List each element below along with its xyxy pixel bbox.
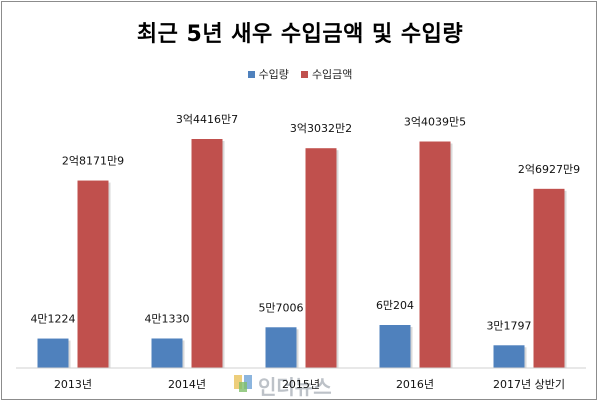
bar-import-amount	[305, 148, 337, 368]
data-label-import-amount: 3억3032만2	[290, 122, 352, 135]
data-label-import-amount: 3억4416만7	[176, 113, 238, 126]
bar-import-volume	[151, 338, 183, 368]
watermark-logo-icon	[234, 375, 252, 392]
bar-import-amount	[191, 139, 223, 368]
x-tick-label: 2013년	[54, 378, 92, 391]
x-tick-label: 2017년 상반기	[493, 378, 565, 391]
data-label-import-volume: 5만7006	[258, 301, 303, 314]
legend-label-import-volume: 수입량	[258, 68, 289, 81]
chart-legend: 수입량 수입금액	[2, 66, 598, 82]
bar-import-volume	[265, 327, 297, 368]
x-tick-label: 2015년	[282, 378, 320, 391]
bar-import-volume	[493, 345, 525, 368]
data-label-import-volume: 6만204	[376, 299, 414, 312]
legend-item-import-volume: 수입량	[247, 66, 289, 82]
legend-swatch-import-amount	[300, 70, 308, 78]
data-label-import-volume: 4만1330	[144, 312, 189, 325]
bar-import-amount	[77, 180, 109, 368]
x-tick-label: 2016년	[396, 378, 434, 391]
x-tick-label: 2014년	[168, 378, 206, 391]
legend-label-import-amount: 수입금액	[311, 68, 353, 81]
data-label-import-amount: 2억6927만9	[518, 163, 580, 176]
data-label-import-amount: 2억8171만9	[62, 155, 124, 168]
bar-import-amount	[419, 141, 451, 368]
watermark-text: 인더뉴스	[258, 375, 332, 399]
watermark: 인더뉴스	[234, 375, 332, 399]
data-label-import-volume: 4만1224	[30, 313, 75, 326]
bar-import-amount	[533, 188, 565, 368]
chart-title: 최근 5년 새우 수입금액 및 수입량	[136, 22, 464, 47]
bar-import-volume	[379, 325, 411, 368]
data-label-import-amount: 3억4039만5	[404, 116, 466, 129]
data-label-import-volume: 3만1797	[486, 319, 531, 332]
legend-swatch-import-volume	[247, 70, 255, 78]
legend-item-import-amount: 수입금액	[300, 66, 353, 82]
bar-import-volume	[37, 338, 69, 368]
